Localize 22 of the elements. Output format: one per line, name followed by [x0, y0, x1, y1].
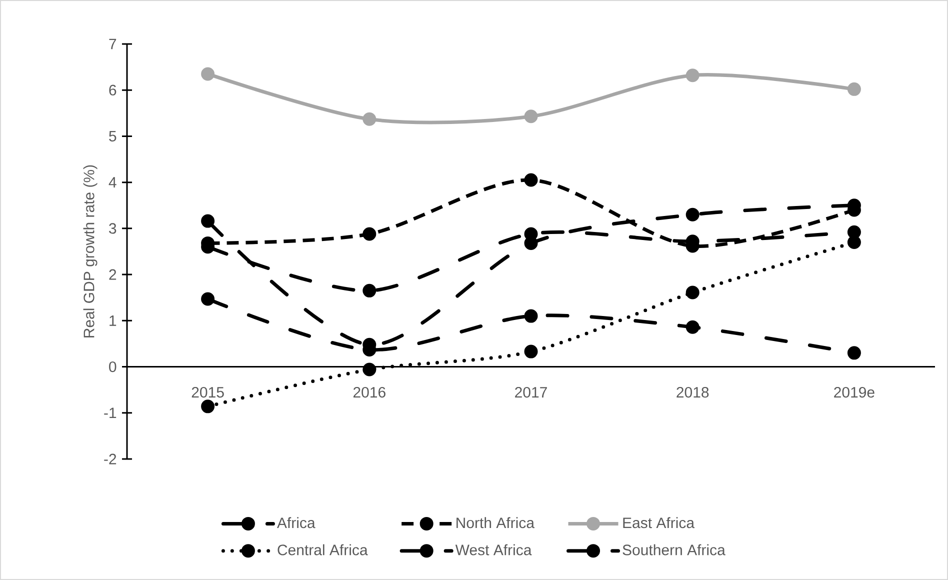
y-tick-label: 4	[108, 177, 116, 188]
legend-label: Southern Africa	[622, 544, 726, 556]
y-tick-label: -1	[104, 408, 116, 418]
y-tick-label: 3	[109, 223, 116, 234]
x-tick-label: 2019e	[834, 386, 874, 398]
y-tick-label: 2	[109, 269, 116, 280]
legend-label: West Africa	[455, 544, 532, 556]
x-tick-label: 2017	[515, 386, 547, 398]
x-tick-label: 2018	[676, 386, 709, 398]
y-tick-label: 1	[110, 315, 116, 326]
y-tick-label: 5	[109, 130, 116, 142]
legend-label: Central Africa	[278, 544, 368, 556]
legend-label: Africa	[277, 517, 316, 528]
legend-label: East Africa	[623, 517, 695, 528]
x-tick-label: 2015	[192, 386, 224, 398]
y-tick-label: -2	[104, 454, 116, 464]
legend-label: North Africa	[456, 517, 534, 528]
x-tick-label: 2016	[353, 386, 386, 398]
y-tick-label: 6	[109, 84, 116, 96]
y-tick-label: 0	[109, 361, 116, 372]
y-axis-title: Real GDP growth rate (%)	[83, 165, 98, 338]
y-tick-label: 7	[109, 38, 116, 50]
